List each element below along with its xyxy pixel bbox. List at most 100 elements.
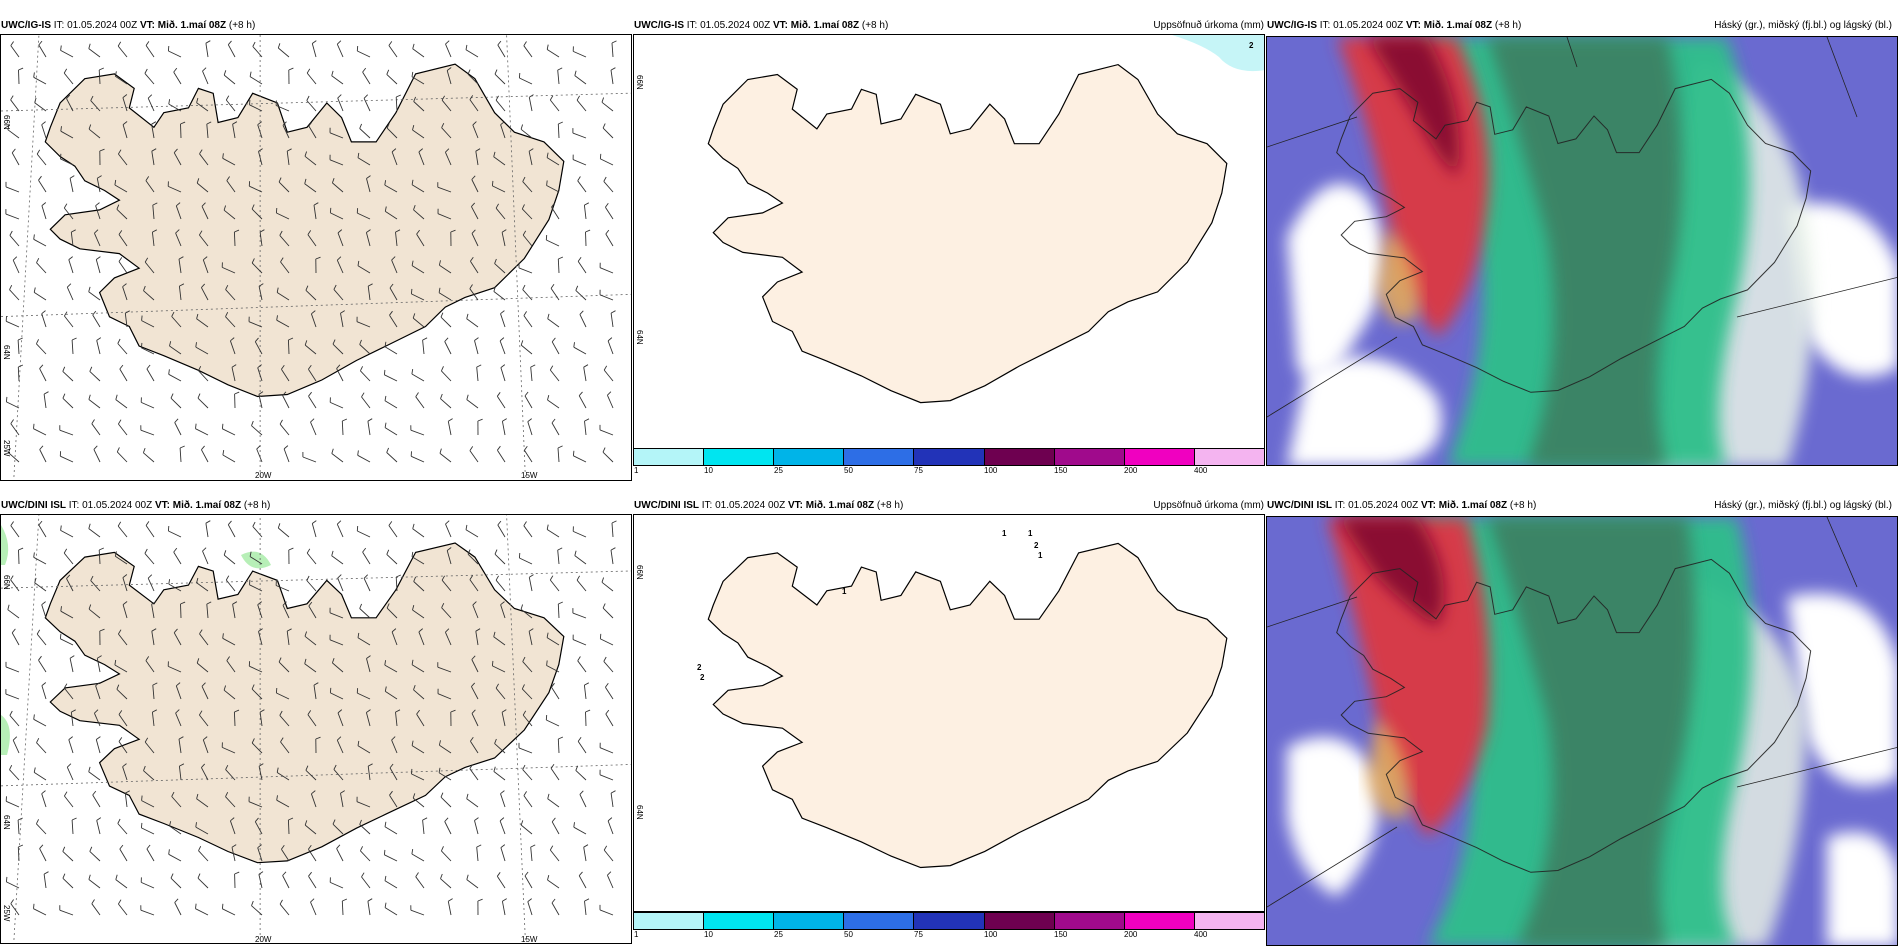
colorbar-bin xyxy=(1054,913,1125,929)
colorbar-tick: 75 xyxy=(914,930,923,939)
wind-map-svg xyxy=(1,515,631,943)
valid-time: Mið. 1.maí 08Z xyxy=(805,500,875,511)
colorbar-bin xyxy=(1124,449,1195,465)
colorbar-ticks: 1 10 25 50 75 100 150 200 400 xyxy=(633,466,1265,476)
colorbar-tick: 25 xyxy=(774,930,783,939)
lat-label-66n: 66N xyxy=(2,115,11,130)
init-time: IT: 01.05.2024 00Z xyxy=(701,500,786,511)
model-name: UWC/IG-IS xyxy=(1,20,51,31)
colorbar-tick: 50 xyxy=(844,930,853,939)
lead-time: (+8 h) xyxy=(1494,20,1522,31)
lat-label-64n: 64N xyxy=(635,330,644,345)
lat-label-64n: 64N xyxy=(2,345,11,360)
colorbar-tick: 25 xyxy=(774,466,783,475)
colorbar-tick: 400 xyxy=(1194,466,1208,475)
colorbar-bin xyxy=(1194,449,1264,465)
cloud-panel-title: UWC/DINI ISL IT: 01.05.2024 00Z VT: Mið.… xyxy=(1267,500,1536,512)
field-title: Háský (gr.), miðský (fj.bl.) og lágský (… xyxy=(1714,20,1892,31)
colorbar-tick: 1 xyxy=(634,930,639,939)
init-time: IT: 01.05.2024 00Z xyxy=(1319,20,1404,31)
lat-label-66n: 66N xyxy=(2,575,11,590)
lead-time: (+8 h) xyxy=(243,500,271,511)
lat-label-64n: 64N xyxy=(2,815,11,830)
colorbar xyxy=(633,448,1265,466)
colorbar-bin xyxy=(1054,449,1125,465)
colorbar-bin xyxy=(844,449,915,465)
colorbar-bin xyxy=(774,913,845,929)
valid-label: VT: xyxy=(1420,500,1436,511)
cloud-map[interactable] xyxy=(1266,36,1898,466)
colorbar-bin xyxy=(704,913,775,929)
cloud-map-svg xyxy=(1267,517,1897,945)
model-name: UWC/DINI ISL xyxy=(634,500,699,511)
colorbar-tick: 200 xyxy=(1124,466,1138,475)
precip-map[interactable]: 66N 64N 1 1 2 1 1 2 2 xyxy=(633,514,1265,912)
point-value: 1 xyxy=(1028,529,1033,538)
wind-map[interactable]: 66N 64N 25W 20W 15W xyxy=(0,514,632,944)
colorbar-tick: 10 xyxy=(704,930,713,939)
lead-time: (+8 h) xyxy=(861,20,889,31)
cloud-map-svg xyxy=(1267,37,1897,465)
colorbar-tick: 100 xyxy=(984,466,998,475)
cloud-panel-row1: UWC/IG-IS IT: 01.05.2024 00Z VT: Mið. 1.… xyxy=(1266,14,1900,466)
colorbar-tick: 100 xyxy=(984,930,998,939)
point-value: 1 xyxy=(1038,551,1043,560)
point-value: 1 xyxy=(842,587,847,596)
precip-panel-row1: UWC/IG-IS IT: 01.05.2024 00Z VT: Mið. 1.… xyxy=(633,14,1266,475)
point-value: 2 xyxy=(1249,41,1254,50)
colorbar-tick: 1 xyxy=(634,466,639,475)
wind-panel-title: UWC/DINI ISL IT: 01.05.2024 00Z VT: Mið.… xyxy=(1,500,270,512)
wind-map[interactable]: 66N 64N 25W 20W 15W xyxy=(0,34,632,481)
valid-label: VT: xyxy=(154,500,170,511)
lon-label-15w: 15W xyxy=(521,935,538,944)
colorbar-tick: 50 xyxy=(844,466,853,475)
valid-time: Mið. 1.maí 08Z xyxy=(790,20,860,31)
lat-label-66n: 66N xyxy=(635,565,644,580)
colorbar-bin xyxy=(1194,913,1264,929)
valid-label: VT: xyxy=(772,20,788,31)
lon-label-20w: 20W xyxy=(255,935,272,944)
point-value: 2 xyxy=(700,673,705,682)
colorbar-bin xyxy=(914,913,985,929)
valid-time: Mið. 1.maí 08Z xyxy=(1438,500,1508,511)
cloud-panel-row2: UWC/DINI ISL IT: 01.05.2024 00Z VT: Mið.… xyxy=(1266,494,1900,946)
valid-time: Mið. 1.maí 08Z xyxy=(1423,20,1493,31)
init-time: IT: 01.05.2024 00Z xyxy=(53,20,138,31)
init-time: IT: 01.05.2024 00Z xyxy=(1334,500,1419,511)
lon-label-20w: 20W xyxy=(255,471,272,480)
colorbar-ticks: 1 10 25 50 75 100 150 200 400 xyxy=(633,930,1265,940)
wind-panel-row2: UWC/DINI ISL IT: 01.05.2024 00Z VT: Mið.… xyxy=(0,494,633,946)
point-value: 1 xyxy=(1002,529,1007,538)
lon-label-25w: 25W xyxy=(2,905,11,922)
precip-map[interactable]: 66N 64N 2 xyxy=(633,34,1265,449)
colorbar xyxy=(633,912,1265,930)
wind-map-svg xyxy=(1,35,631,480)
point-value: 2 xyxy=(697,663,702,672)
precip-map-svg xyxy=(707,35,1264,404)
model-name: UWC/DINI ISL xyxy=(1,500,66,511)
colorbar-tick: 10 xyxy=(704,466,713,475)
lat-label-64n: 64N xyxy=(635,805,644,820)
colorbar-tick: 150 xyxy=(1054,930,1068,939)
colorbar-bin xyxy=(704,449,775,465)
colorbar-tick: 200 xyxy=(1124,930,1138,939)
init-time: IT: 01.05.2024 00Z xyxy=(68,500,153,511)
colorbar-tick: 150 xyxy=(1054,466,1068,475)
colorbar-bin xyxy=(984,913,1055,929)
valid-label: VT: xyxy=(1405,20,1421,31)
model-name: UWC/DINI ISL xyxy=(1267,500,1332,511)
model-name: UWC/IG-IS xyxy=(1267,20,1317,31)
lat-label-66n: 66N xyxy=(635,75,644,90)
precip-map-svg xyxy=(707,542,1228,869)
colorbar-bin xyxy=(634,913,705,929)
colorbar-bin xyxy=(634,449,705,465)
lon-label-25w: 25W xyxy=(2,440,11,457)
field-title: Háský (gr.), miðský (fj.bl.) og lágský (… xyxy=(1714,500,1892,511)
valid-label: VT: xyxy=(139,20,155,31)
field-title: Uppsöfnuð úrkoma (mm) xyxy=(1153,500,1264,511)
colorbar-bin xyxy=(914,449,985,465)
cloud-map[interactable] xyxy=(1266,516,1898,946)
lon-label-15w: 15W xyxy=(521,471,538,480)
lead-time: (+8 h) xyxy=(1509,500,1537,511)
colorbar-bin xyxy=(1124,913,1195,929)
